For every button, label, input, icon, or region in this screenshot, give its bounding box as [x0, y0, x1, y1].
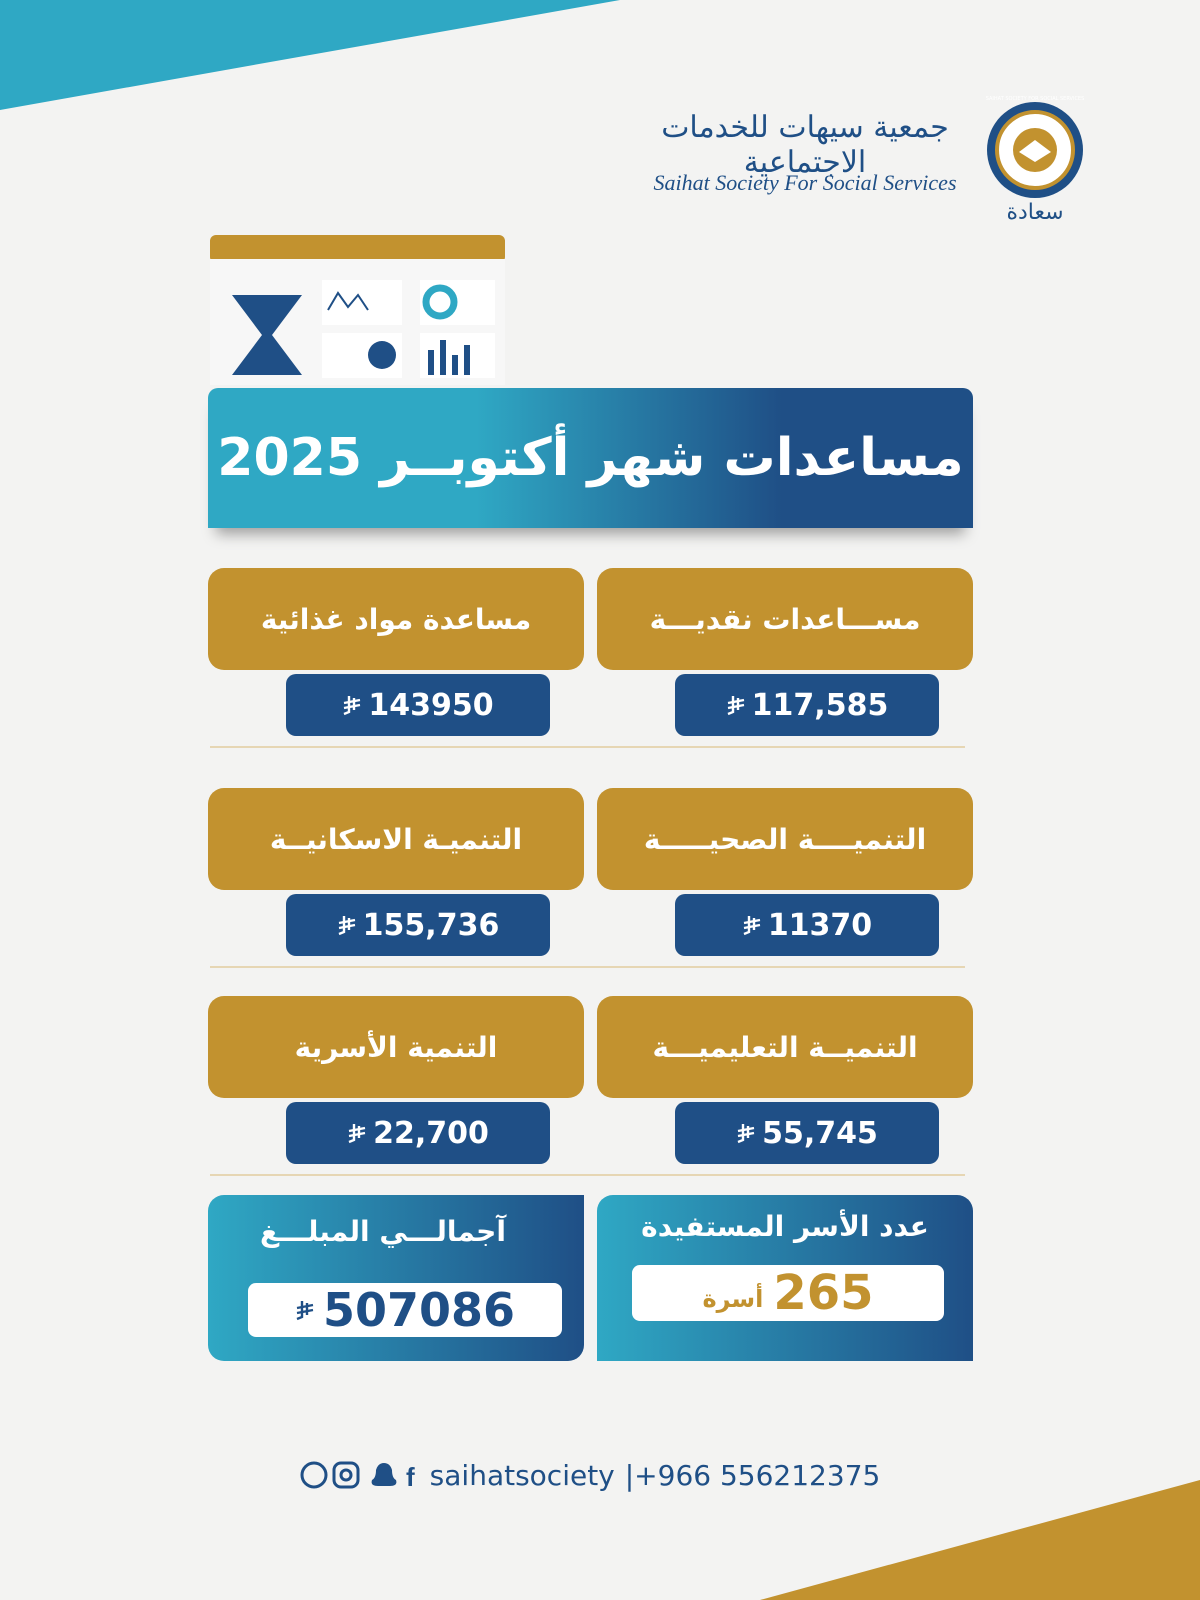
- card-label: التنميــة التعليميـــة: [597, 996, 973, 1098]
- dashboard-illustration: [210, 235, 505, 385]
- riyal-icon: [743, 916, 761, 936]
- social-icons: f: [300, 1461, 415, 1490]
- amount-value: 117,585: [751, 687, 889, 723]
- families-label: عدد الأسر المستفيدة: [641, 1210, 929, 1243]
- card-label: التنميــــة الصحيـــــة: [597, 788, 973, 890]
- families-count: 265: [773, 1265, 874, 1321]
- riyal-icon: [296, 1301, 314, 1321]
- amount-value: 55,745: [762, 1115, 878, 1151]
- card-label: مســـاعدات نقديـــة: [597, 568, 973, 670]
- logo-word: سعادة: [1006, 200, 1064, 225]
- org-name-en: Saihat Society For Social Services: [653, 170, 957, 195]
- riyal-icon: [348, 1124, 366, 1144]
- riyal-icon: [727, 696, 744, 716]
- logo-ring-text: SAIHAT SOCIETY FOR SOCIAL SERVICES: [985, 96, 1085, 102]
- card-amount: 11370: [675, 894, 939, 956]
- riyal-icon: [343, 696, 361, 716]
- card-amount: 22,700: [286, 1102, 550, 1164]
- card-amount: 55,745: [675, 1102, 939, 1164]
- card-label: التنميـة الاسكانيــة: [208, 788, 584, 890]
- card-label: مساعدة مواد غذائية: [208, 568, 584, 670]
- title: مساعدات شهر أكتوبــر 2025: [208, 388, 973, 528]
- divider: [210, 1174, 965, 1176]
- families-value: 265 أسرة: [632, 1265, 944, 1321]
- total-value: 507086: [248, 1283, 562, 1337]
- divider: [210, 966, 965, 968]
- riyal-icon: [338, 916, 355, 936]
- riyal-icon: [737, 1124, 755, 1144]
- org-name-ar: جمعية سيهات للخدمات الاجتماعية: [661, 110, 949, 180]
- card-amount: 155,736: [286, 894, 550, 956]
- amount-value: 11370: [767, 907, 873, 943]
- amount-value: 155,736: [362, 907, 500, 943]
- amount-value: 22,700: [373, 1115, 489, 1151]
- card-label: التنمية الأسرية: [208, 996, 584, 1098]
- card-amount: 117,585: [675, 674, 939, 736]
- total-label: آجمالـــي المبلـــغ: [260, 1215, 506, 1248]
- divider: [210, 746, 965, 748]
- social-handle: saihatsociety: [429, 1458, 615, 1492]
- logo: [987, 102, 1083, 198]
- families-unit: أسرة: [702, 1285, 764, 1313]
- phone: |+966 556212375: [624, 1458, 881, 1492]
- svg-text:f: f: [406, 1462, 415, 1490]
- card-amount: 143950: [286, 674, 550, 736]
- amount-value: 143950: [368, 687, 494, 723]
- total-amount: 507086: [322, 1283, 516, 1337]
- footer: f saihatsociety |+966 556212375: [280, 1455, 900, 1495]
